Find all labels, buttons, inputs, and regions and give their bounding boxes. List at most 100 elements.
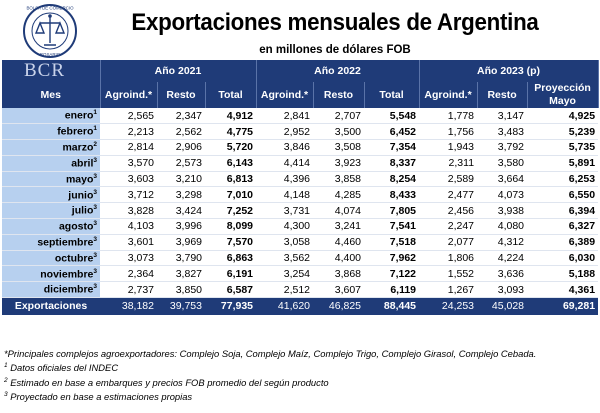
year-2023-header: Año 2023 (p) xyxy=(419,60,599,82)
value-cell: 3,636 xyxy=(477,265,528,283)
value-cell: 2,841 xyxy=(256,108,314,125)
footnote-text: *Principales complejos agroexportadores:… xyxy=(4,348,537,359)
value-cell: 4,925 xyxy=(527,108,599,125)
table-row: mayo3 3,603 3,210 6,813 4,396 3,858 8,254 2,589… xyxy=(2,171,599,188)
page-subtitle: en millones de dólares FOB xyxy=(259,44,411,56)
total-cell: 39,753 xyxy=(157,297,205,315)
value-cell: 3,241 xyxy=(313,218,365,235)
value-cell: 8,254 xyxy=(364,171,420,188)
value-cell: 2,573 xyxy=(157,155,205,172)
brand-cell: BCR xyxy=(2,60,101,82)
value-cell: 4,148 xyxy=(256,186,314,204)
total-cell: 69,281 xyxy=(527,297,599,315)
value-cell: 1,552 xyxy=(419,265,478,283)
value-cell: 3,508 xyxy=(313,139,365,156)
value-cell: 3,731 xyxy=(256,202,314,220)
col-mes: Mes xyxy=(2,82,101,108)
value-cell: 7,570 xyxy=(205,234,257,251)
header: BOLSA DE COMERCIO ROSARIO Exportaciones … xyxy=(0,0,600,58)
page-title: Exportaciones mensuales de Argentina xyxy=(131,9,539,36)
value-cell: 3,938 xyxy=(477,202,528,220)
table-row: septiembre3 3,601 3,969 7,570 3,058 4,460 7,51… xyxy=(2,234,599,251)
footnote-marker: 1 xyxy=(4,362,8,370)
footnote-text: Proyectado en base a estimaciones propia… xyxy=(7,391,193,403)
value-cell: 3,607 xyxy=(313,281,365,299)
month-cell: enero1 xyxy=(2,108,100,125)
value-cell: 3,483 xyxy=(477,123,528,141)
month-name: abril xyxy=(71,157,94,170)
month-name: junio xyxy=(68,189,94,202)
month-name: octubre xyxy=(54,252,94,265)
value-cell: 4,912 xyxy=(205,108,257,125)
total-cell: 46,825 xyxy=(313,297,365,315)
svg-text:BOLSA DE COMERCIO: BOLSA DE COMERCIO xyxy=(26,6,74,11)
month-note-marker: 3 xyxy=(93,172,97,180)
value-cell: 3,562 xyxy=(256,250,314,267)
month-cell: marzo2 xyxy=(2,139,100,156)
month-name: julio xyxy=(71,204,94,217)
value-cell: 3,923 xyxy=(313,155,365,172)
table-row: agosto3 4,103 3,996 8,099 4,300 3,241 7,541 2,2… xyxy=(2,218,599,235)
month-name: mayo xyxy=(65,173,94,186)
col-agro-2021: Agroind.* xyxy=(100,82,158,108)
col-agro-2023: Agroind.* xyxy=(419,82,478,108)
value-cell: 5,720 xyxy=(205,139,257,156)
month-name: agosto xyxy=(58,220,94,233)
value-cell: 8,337 xyxy=(364,155,420,172)
value-cell: 3,792 xyxy=(477,139,528,156)
month-cell: abril3 xyxy=(2,155,100,172)
value-cell: 6,813 xyxy=(205,171,257,188)
value-cell: 2,906 xyxy=(157,139,205,156)
value-cell: 7,122 xyxy=(364,265,420,283)
value-cell: 8,433 xyxy=(364,186,420,204)
value-cell: 2,562 xyxy=(157,123,205,141)
value-cell: 4,775 xyxy=(205,123,257,141)
value-cell: 7,010 xyxy=(205,186,257,204)
value-cell: 3,846 xyxy=(256,139,314,156)
value-cell: 6,863 xyxy=(205,250,257,267)
value-cell: 3,210 xyxy=(157,171,205,188)
total-cell: 41,620 xyxy=(256,297,314,315)
value-cell: 2,456 xyxy=(419,202,478,220)
value-cell: 5,735 xyxy=(527,139,599,156)
footnote-marker: 2 xyxy=(4,376,8,384)
col-resto-2021: Resto xyxy=(157,82,206,108)
value-cell: 3,996 xyxy=(157,218,205,235)
total-cell: 45,028 xyxy=(477,297,528,315)
year-2021-header: Año 2021 xyxy=(100,60,257,82)
month-note-marker: 3 xyxy=(93,188,97,196)
value-cell: 5,548 xyxy=(364,108,420,125)
value-cell: 3,254 xyxy=(256,265,314,283)
value-cell: 3,073 xyxy=(100,250,157,267)
value-cell: 3,712 xyxy=(100,186,157,204)
value-cell: 2,477 xyxy=(419,186,478,204)
value-cell: 3,827 xyxy=(157,265,205,283)
bcr-seal-logo: BOLSA DE COMERCIO ROSARIO xyxy=(23,4,77,58)
value-cell: 3,790 xyxy=(157,250,205,267)
value-cell: 2,213 xyxy=(100,123,157,141)
month-cell: julio3 xyxy=(2,202,100,220)
value-cell: 8,099 xyxy=(205,218,257,235)
col-proyeccion-line1: Proyección xyxy=(534,82,591,94)
value-cell: 6,030 xyxy=(527,250,599,267)
total-cell: 88,445 xyxy=(364,297,420,315)
month-cell: noviembre3 xyxy=(2,265,100,283)
value-cell: 7,252 xyxy=(205,202,257,220)
value-cell: 2,707 xyxy=(313,108,365,125)
value-cell: 4,414 xyxy=(256,155,314,172)
value-cell: 7,354 xyxy=(364,139,420,156)
month-note-marker: 3 xyxy=(93,204,97,212)
value-cell: 7,541 xyxy=(364,218,420,235)
month-name: marzo xyxy=(62,141,94,154)
col-total-2021: Total xyxy=(205,82,257,108)
month-note-marker: 2 xyxy=(93,141,97,149)
month-note-marker: 3 xyxy=(93,251,97,259)
total-cell: 38,182 xyxy=(100,297,157,315)
value-cell: 3,601 xyxy=(100,234,157,251)
total-cell: 24,253 xyxy=(419,297,478,315)
footnote-text: Estimado en base a embarques y precios F… xyxy=(7,377,329,389)
table-row: marzo2 2,814 2,906 5,720 3,846 3,508 7,354 1,94… xyxy=(2,139,599,156)
totals-row: Exportaciones 38,182 39,753 77,935 41,62… xyxy=(2,297,599,315)
month-cell: agosto3 xyxy=(2,218,100,235)
footnote-text: Datos oficiales del INDEC xyxy=(7,362,119,374)
